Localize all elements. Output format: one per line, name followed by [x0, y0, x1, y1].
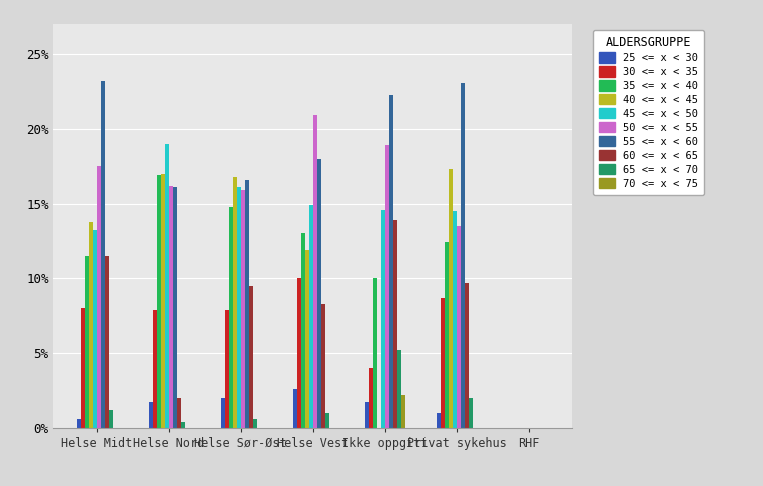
Bar: [105, 256, 108, 428]
Bar: [169, 186, 172, 428]
Bar: [445, 243, 449, 428]
Bar: [393, 220, 397, 428]
Bar: [241, 190, 245, 428]
Bar: [101, 81, 105, 428]
Bar: [441, 298, 445, 428]
Bar: [149, 402, 153, 428]
Bar: [97, 166, 101, 428]
Bar: [249, 286, 253, 428]
Bar: [468, 398, 473, 428]
Bar: [369, 368, 373, 428]
Bar: [389, 94, 393, 428]
Legend: 25 <= x < 30, 30 <= x < 35, 35 <= x < 40, 40 <= x < 45, 45 <= x < 50, 50 <= x < : 25 <= x < 30, 30 <= x < 35, 35 <= x < 40…: [593, 30, 704, 195]
Bar: [89, 222, 92, 428]
Bar: [325, 413, 329, 428]
Bar: [153, 310, 157, 428]
Bar: [313, 116, 317, 428]
Bar: [465, 283, 468, 428]
Bar: [161, 174, 165, 428]
Bar: [229, 207, 233, 428]
Bar: [317, 159, 320, 428]
Bar: [81, 308, 85, 428]
Bar: [320, 304, 325, 428]
Bar: [309, 205, 313, 428]
Bar: [245, 180, 249, 428]
Bar: [293, 389, 297, 428]
Bar: [301, 233, 305, 428]
Bar: [453, 211, 457, 428]
Bar: [305, 250, 309, 428]
Bar: [461, 83, 465, 428]
Bar: [92, 230, 97, 428]
Bar: [373, 278, 377, 428]
Bar: [437, 413, 441, 428]
Bar: [85, 256, 89, 428]
Bar: [77, 419, 81, 428]
Bar: [385, 145, 389, 428]
Bar: [233, 177, 237, 428]
Bar: [449, 169, 453, 428]
Bar: [457, 226, 461, 428]
Bar: [237, 187, 241, 428]
Bar: [397, 350, 401, 428]
Bar: [108, 410, 112, 428]
Bar: [365, 402, 369, 428]
Bar: [157, 175, 161, 428]
Bar: [181, 422, 185, 428]
Bar: [381, 209, 385, 428]
Bar: [297, 278, 301, 428]
Bar: [253, 419, 256, 428]
Bar: [225, 310, 229, 428]
Bar: [177, 398, 181, 428]
Bar: [165, 144, 169, 428]
Bar: [172, 187, 177, 428]
Bar: [401, 395, 404, 428]
Bar: [221, 398, 225, 428]
